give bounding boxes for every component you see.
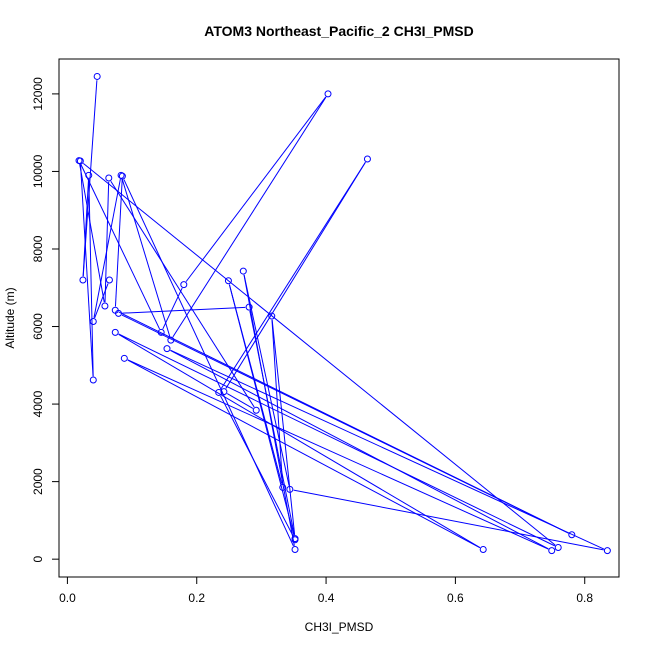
y-tick-label: 6000 [31,313,45,340]
data-point [603,547,611,555]
series-segment [225,162,366,389]
series-segment [94,283,109,319]
y-axis-label: Altitude (m) [3,287,17,348]
series-segment [127,359,481,549]
chart-title: ATOM3 Northeast_Pacific_2 CH3I_PMSD [204,23,473,39]
data-point [89,317,97,325]
series-segment [220,161,366,390]
x-tick-label: 0.2 [188,591,205,605]
y-tick-label: 8000 [31,235,45,262]
series-segment [170,349,549,550]
series-segment [80,163,160,330]
series-segment [249,310,295,535]
series-segment [162,287,183,330]
series-segment [243,274,290,486]
x-tick-label: 0.4 [318,591,335,605]
data-point [167,336,175,344]
data-point [157,328,165,336]
y-tick-label: 0 [31,556,45,563]
series-segment [121,178,171,337]
series-segment [226,393,254,409]
x-tick-label: 0.6 [447,591,464,605]
x-tick-label: 0.8 [576,591,593,605]
data-point [268,312,276,320]
data-point [118,172,126,180]
y-tick-label: 12000 [31,77,45,111]
series-segment [271,319,296,535]
data-point [252,406,260,414]
series-segment [170,349,605,550]
data-point [568,531,576,539]
data-point [180,281,188,289]
data-point [117,171,125,179]
series-segment [228,284,295,537]
series-segment [82,162,556,546]
series-segment [79,164,105,303]
x-axis: 0.0 0.2 0.4 0.6 0.8 [59,576,593,605]
series-segment [82,179,90,277]
data-point [220,388,228,396]
data-point [85,171,93,179]
data-point [224,277,232,285]
x-tick-label: 0.0 [59,591,76,605]
series-segment [118,333,556,547]
data-point [324,90,332,98]
series-segment [80,164,94,377]
x-axis-label: CH3I_PMSD [305,620,374,634]
data-point [279,483,287,491]
series-segment [185,96,327,282]
y-tick-label: 10000 [31,154,45,188]
y-tick-label: 4000 [31,390,45,417]
series-segment [293,489,604,551]
data-point [548,547,556,555]
data-point [105,276,113,284]
y-axis: 0 2000 4000 6000 8000 10000 12000 [31,77,60,563]
series-segment [121,314,569,534]
data-point [286,485,294,493]
data-point [75,157,83,165]
series-segment [104,181,110,303]
series-segment [122,306,246,314]
data-point [105,174,113,182]
data-point [479,545,487,553]
series-segment [88,179,94,377]
data-point [215,388,223,396]
data-point [89,376,97,384]
series-segment [93,178,121,318]
data-point [93,72,101,80]
series-segment [127,359,549,550]
series-segment [110,180,255,408]
y-tick-label: 2000 [31,468,45,495]
data-point [291,545,299,553]
data-point [291,536,299,544]
data-point [101,302,109,310]
data-point [79,276,87,284]
data-point [111,328,119,336]
data-point [120,354,128,362]
data-point [163,345,171,353]
series-segment [220,395,294,537]
series-segment [123,179,294,547]
series-segment [118,333,481,548]
data-point [245,303,253,311]
series-segment [172,96,327,338]
series-layer [75,72,611,555]
data-point [114,309,122,317]
data-point [363,155,371,163]
series-segment [271,319,283,484]
data-point [554,544,562,552]
data-point [239,267,247,275]
